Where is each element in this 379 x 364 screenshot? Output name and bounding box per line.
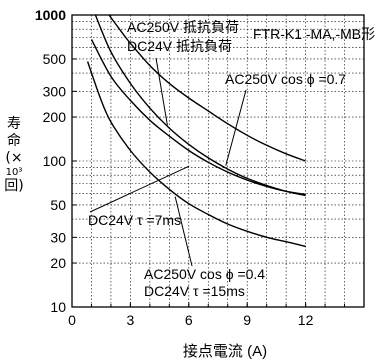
y-tick-label: 20 bbox=[50, 255, 66, 271]
y-axis-label-title: 寿命 bbox=[7, 116, 21, 149]
pointer-ac-cos07 bbox=[225, 89, 247, 166]
y-axis-label-unit-close: 回) bbox=[4, 178, 24, 194]
dc-15ms-label: DC24V τ =15ms bbox=[144, 283, 245, 299]
y-tick-label: 200 bbox=[43, 109, 67, 125]
pointer-resistive bbox=[155, 57, 168, 126]
x-tick-label: 3 bbox=[127, 312, 135, 328]
series-line-1 bbox=[108, 14, 306, 162]
y-tick-labels: 10 20 30 50 100 200 300 500 1000 bbox=[35, 7, 77, 315]
grid-lines bbox=[72, 15, 364, 307]
ac-cos04-label: AC250V cos ϕ =0.4 bbox=[144, 266, 265, 282]
x-tick-label: 0 bbox=[68, 312, 76, 328]
model-label: FTR-K1 -MA,-MB形 bbox=[253, 26, 375, 42]
series-line-3 bbox=[90, 39, 306, 196]
resistive-ac-label: AC250V 抵抗負荷 bbox=[127, 19, 239, 35]
ac-cos07-label: AC250V cos ϕ =0.7 bbox=[225, 71, 346, 87]
y-tick-label: 300 bbox=[43, 83, 67, 99]
pointer-dc-7ms bbox=[89, 165, 190, 213]
series-group bbox=[86, 14, 306, 248]
y-tick-label: 50 bbox=[50, 197, 66, 213]
y-tick-label: 500 bbox=[43, 51, 67, 67]
series-line-4 bbox=[86, 61, 306, 248]
series-line-2 bbox=[94, 14, 306, 197]
y-axis-label: 寿命 (× 10³ 回) bbox=[4, 116, 24, 195]
x-axis-label: 接点電流 (A) bbox=[183, 343, 267, 360]
y-tick-label: 10 bbox=[50, 299, 66, 315]
dc-7ms-label: DC24V τ =7ms bbox=[88, 212, 181, 228]
plot-frame bbox=[71, 14, 365, 308]
x-tick-label: 9 bbox=[243, 312, 251, 328]
annotation-pointers bbox=[89, 57, 247, 267]
x-tick-label: 12 bbox=[298, 312, 314, 328]
y-tick-label: 30 bbox=[50, 229, 66, 245]
pointer-ac-cos04 bbox=[174, 196, 193, 267]
y-tick-label: 1000 bbox=[35, 7, 66, 23]
x-tick-labels: 0 3 6 9 12 bbox=[68, 302, 346, 328]
resistive-dc-label: DC24V 抵抗負荷 bbox=[127, 38, 232, 54]
y-axis-label-unit-open: (× bbox=[5, 150, 23, 166]
x-tick-label: 6 bbox=[185, 312, 193, 328]
y-axis-label-power: 10³ bbox=[5, 167, 23, 178]
y-tick-label: 100 bbox=[43, 153, 67, 169]
